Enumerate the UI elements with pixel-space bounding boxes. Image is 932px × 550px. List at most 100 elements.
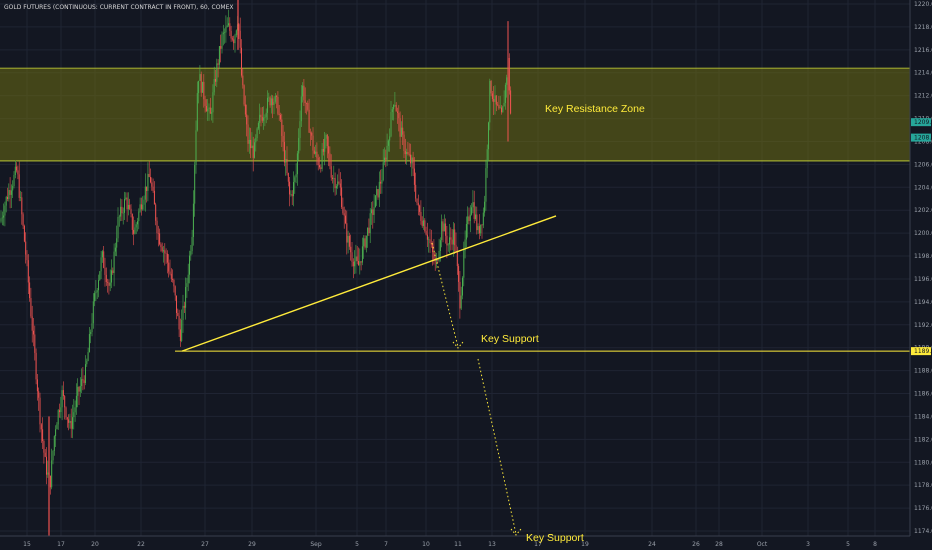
candle-body — [36, 379, 38, 392]
candle-body — [8, 190, 10, 200]
candle-body — [203, 81, 205, 100]
candle-body — [308, 109, 310, 133]
y-tick-label: 1188.0 — [914, 368, 932, 375]
candle-body — [131, 214, 133, 230]
x-tick-label: 27 — [201, 541, 209, 548]
candle-body — [151, 182, 153, 187]
candle-body — [157, 233, 159, 234]
candle-body — [489, 80, 491, 123]
candle-body — [222, 32, 224, 35]
candle-body — [315, 151, 317, 154]
candle-body — [235, 30, 237, 36]
price-label-box — [911, 133, 931, 142]
candle-body — [438, 251, 440, 261]
candle-body — [319, 165, 320, 168]
x-tick-label: 10 — [422, 541, 430, 548]
candle-body — [459, 281, 461, 309]
candle-body — [302, 85, 304, 97]
y-tick-label: 1206.0 — [914, 161, 932, 168]
candle-body — [433, 252, 435, 260]
candle-body — [321, 148, 323, 169]
candle-body — [493, 98, 495, 102]
candle-body — [451, 239, 453, 245]
y-tick-label: 1200.0 — [914, 230, 932, 237]
candle-body — [403, 134, 405, 152]
candle-body — [482, 212, 484, 226]
candle-body — [187, 274, 189, 284]
candle-body — [52, 450, 54, 461]
candle-body — [241, 47, 242, 76]
candle-body — [7, 196, 8, 200]
candle-body — [98, 280, 99, 291]
y-tick-label: 1194.0 — [914, 299, 932, 306]
candle-body — [391, 109, 393, 113]
candle-body — [205, 105, 207, 112]
candle-body — [270, 98, 272, 106]
candle-body — [355, 256, 357, 262]
candle-body — [181, 320, 183, 341]
candle-body — [413, 168, 415, 185]
candle-body — [510, 90, 512, 114]
candle-body — [244, 104, 246, 115]
candle-body — [280, 115, 281, 120]
candle-body — [226, 25, 228, 27]
candle-body — [13, 175, 15, 187]
candle-body — [124, 199, 125, 213]
candle-body — [142, 204, 144, 210]
candle-body — [160, 244, 162, 248]
y-tick-label: 1178.0 — [914, 482, 932, 489]
candle-body — [109, 282, 111, 286]
candle-body — [361, 246, 363, 263]
candle-body — [179, 329, 181, 341]
candle-body — [304, 100, 306, 104]
candle-body — [285, 159, 287, 163]
candle-body — [434, 259, 436, 262]
candle-body — [164, 250, 166, 254]
candle-body — [504, 84, 506, 103]
candle-body — [368, 227, 370, 234]
rising-trendline — [181, 215, 557, 352]
candle-body — [494, 95, 496, 102]
candle-body — [183, 305, 185, 308]
candle-body — [441, 221, 443, 241]
candle-body — [399, 118, 401, 137]
candle-body — [358, 261, 359, 266]
candle-body — [23, 225, 25, 242]
candle-body — [208, 107, 210, 109]
candle-body — [426, 234, 428, 240]
candle-body — [254, 142, 255, 158]
x-tick-label: 7 — [384, 541, 388, 548]
candle-body — [411, 157, 413, 164]
candle-body — [29, 282, 31, 299]
candle-body — [325, 134, 327, 139]
candle-body — [486, 149, 488, 169]
candle-body — [468, 216, 470, 221]
x-tick-label: 17 — [57, 541, 65, 548]
candle-body — [432, 244, 434, 253]
candle-body — [211, 112, 213, 114]
candle-body — [329, 153, 331, 167]
candle-body — [416, 198, 418, 203]
x-tick-label: 22 — [137, 541, 145, 548]
candle-body — [75, 395, 77, 408]
candle-body — [116, 238, 118, 248]
candle-body — [326, 134, 328, 147]
candle-body — [343, 213, 345, 216]
candle-body — [273, 101, 275, 105]
candle-body — [282, 135, 284, 142]
candle-body — [324, 138, 326, 152]
candle-body — [138, 211, 140, 222]
candle-body — [481, 224, 483, 226]
candle-body — [257, 122, 259, 129]
candle-body — [398, 112, 400, 119]
candle-body — [371, 209, 372, 214]
candle-body — [44, 452, 46, 457]
candle-body — [114, 247, 116, 252]
candle-body — [278, 113, 280, 116]
y-tick-label: 1192.0 — [914, 322, 932, 329]
candle-body — [477, 226, 479, 231]
candle-body — [382, 162, 384, 181]
candle-body — [429, 239, 431, 244]
candle-body — [177, 312, 179, 316]
